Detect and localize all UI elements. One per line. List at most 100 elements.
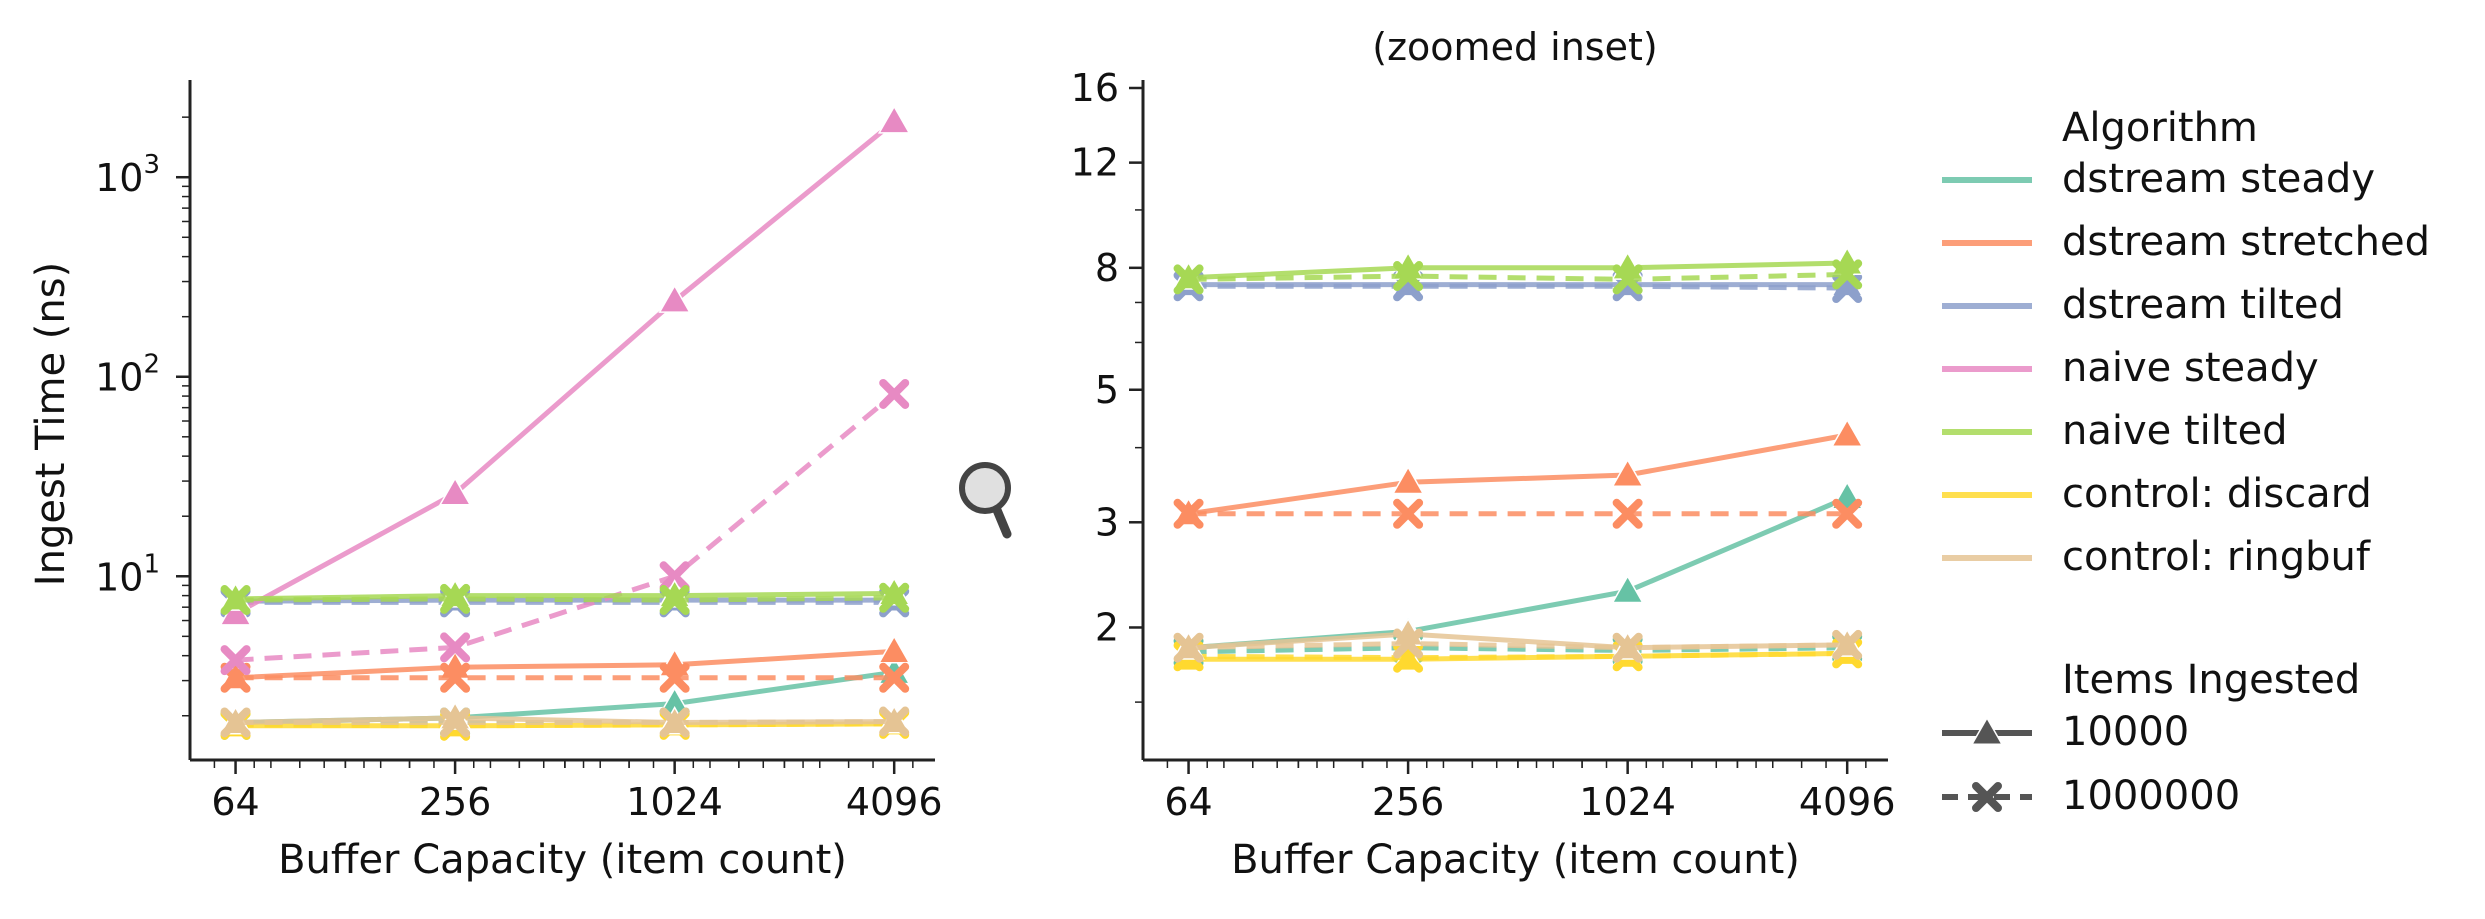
series-group — [1172, 246, 1864, 673]
x-tick-label: 256 — [1372, 780, 1445, 824]
main-chart-panel: 64 256 1024 4096 101 102 103 Buffer Capacity (i… — [28, 80, 943, 883]
series-naive-tilted-1000000-point-3 — [879, 582, 910, 613]
x-axis-label: Buffer Capacity (item count) — [1231, 837, 1800, 883]
series-naive-tilted-10000-line — [235, 591, 895, 602]
series-dstream-steady-10000-point-2 — [1611, 574, 1644, 604]
legend-label: control: ringbuf — [2062, 534, 2371, 580]
series-naive-tilted-1000000-point-3 — [1832, 259, 1863, 290]
legend-marker-item-1000000[interactable]: 1000000 — [1942, 773, 2240, 819]
y-tick-exponent: 1 — [143, 549, 160, 579]
series-dstream-stretched-1000000-point-0 — [1173, 498, 1204, 529]
x-tick-label: 1024 — [1579, 780, 1676, 824]
series-control-discard-1000000-line — [235, 721, 895, 729]
series-dstream-stretched-1000000-point-2 — [659, 662, 690, 693]
legend-item-naive-tilted[interactable]: naive tilted — [1942, 408, 2288, 454]
series-group — [219, 105, 911, 741]
series-dstream-tilted-1000000-line — [1188, 283, 1848, 291]
series-naive-tilted-1000000-point-2 — [659, 585, 690, 616]
legend-triangle-marker — [1970, 716, 2004, 745]
legend-label: dstream tilted — [2062, 282, 2344, 328]
legend-marker-label: 10000 — [2062, 709, 2189, 755]
x-tick-label: 4096 — [1799, 780, 1896, 824]
series-control-ringbuf-1000000-line — [235, 719, 895, 725]
y-tick-label: 2 — [1095, 605, 1119, 649]
series-naive-tilted-1000000-point-0 — [1173, 264, 1204, 295]
legend-marker-label: 1000000 — [2062, 773, 2240, 819]
series-naive-steady-10000-point-2 — [658, 284, 691, 313]
series-dstream-stretched-10000-point-2 — [1611, 458, 1644, 487]
y-tick-label: 12 — [1071, 141, 1119, 185]
x-tick-label: 256 — [419, 780, 492, 824]
series-dstream-stretched-10000-point-1 — [1391, 465, 1425, 495]
inset-title: (zoomed inset) — [1372, 25, 1657, 69]
series-dstream-stretched-10000-line — [1188, 432, 1848, 517]
series-control-ringbuf-1000000-point-2 — [659, 707, 690, 738]
series-naive-tilted-1000000-point-1 — [440, 583, 471, 614]
series-control-ringbuf-1000000-point-2 — [1612, 632, 1643, 663]
legend-marker-title: Items Ingested — [2062, 657, 2360, 703]
series-dstream-stretched-1000000-point-3 — [879, 662, 910, 693]
series-dstream-stretched-10000-point-3 — [1830, 418, 1864, 447]
series-naive-tilted-1000000-point-0 — [220, 585, 251, 616]
series-dstream-steady-1000000-line — [1188, 645, 1848, 655]
x-axis-label: Buffer Capacity (item count) — [278, 837, 847, 883]
legend-item-control-discard[interactable]: control: discard — [1942, 471, 2372, 517]
legend-label: dstream stretched — [2062, 219, 2430, 265]
legend-item-dstream-tilted[interactable]: dstream tilted — [1942, 282, 2344, 328]
legend-marker-item-10000[interactable]: 10000 — [1942, 709, 2189, 755]
legend-title: Algorithm — [2062, 105, 2258, 151]
series-control-ringbuf-1000000-point-1 — [440, 707, 471, 738]
series-dstream-stretched-1000000-point-1 — [1393, 498, 1424, 529]
series-control-ringbuf-1000000-point-3 — [1832, 629, 1863, 660]
y-tick-label: 16 — [1071, 66, 1119, 110]
series-dstream-stretched-10000-point-3 — [877, 634, 911, 664]
legend-label: naive steady — [2062, 345, 2319, 391]
x-tick-label: 1024 — [626, 780, 723, 824]
y-tick-label: 102 — [95, 350, 160, 400]
y-tick-label: 103 — [95, 150, 160, 200]
x-tick-label: 64 — [1164, 780, 1212, 824]
legend-item-dstream-stretched[interactable]: dstream stretched — [1942, 219, 2430, 265]
series-control-ringbuf-1000000-point-1 — [1393, 628, 1424, 659]
series-naive-tilted-10000-line — [1188, 260, 1848, 281]
x-tick-label: 4096 — [846, 780, 943, 824]
series-naive-steady-10000-point-3 — [877, 105, 911, 134]
series-dstream-stretched-1000000-point-2 — [1612, 498, 1643, 529]
legend-item-naive-steady[interactable]: naive steady — [1942, 345, 2319, 391]
legend-item-control-ringbuf[interactable]: control: ringbuf — [1942, 534, 2371, 580]
inset-chart-panel: 64 256 1024 4096 2 3 5 8 12 16 Buffer Capacity (it… — [1071, 66, 1896, 883]
y-tick-exponent: 2 — [143, 350, 160, 380]
y-tick-label: 8 — [1095, 246, 1119, 290]
y-tick-label: 3 — [1095, 500, 1119, 544]
series-naive-steady-1000000-line — [235, 391, 896, 663]
legend-x-marker — [1972, 782, 2002, 812]
legend-label: control: discard — [2062, 471, 2372, 517]
magnifier-icon[interactable] — [959, 462, 1012, 539]
legend-label: dstream steady — [2062, 156, 2375, 202]
series-naive-steady-1000000-point-3 — [879, 378, 910, 409]
series-naive-steady-1000000-point-1 — [440, 632, 471, 663]
series-control-ringbuf-1000000-point-3 — [879, 706, 910, 737]
y-tick-label: 5 — [1095, 368, 1119, 412]
series-dstream-steady-10000-line — [1188, 495, 1849, 651]
series-control-discard-1000000-line — [1188, 650, 1848, 661]
series-control-ringbuf-1000000-line — [1188, 640, 1848, 651]
series-naive-steady-10000-line — [234, 119, 896, 616]
series-control-ringbuf-1000000-point-0 — [220, 707, 251, 738]
series-naive-tilted-1000000-point-1 — [1393, 261, 1424, 292]
legend-item-dstream-steady[interactable]: dstream steady — [1942, 156, 2375, 202]
y-tick-label: 101 — [95, 549, 160, 599]
series-dstream-stretched-10000-line — [235, 648, 895, 681]
legend-label: naive tilted — [2062, 408, 2288, 454]
series-naive-steady-10000-point-1 — [438, 476, 472, 506]
series-control-ringbuf-10000-line — [1188, 631, 1848, 651]
legend: Algorithm dstream steady dstream stretche… — [1942, 105, 2430, 819]
series-naive-tilted-1000000-line — [235, 595, 895, 603]
series-naive-tilted-1000000-point-2 — [1612, 264, 1643, 295]
y-tick-exponent: 3 — [143, 150, 160, 180]
series-control-ringbuf-1000000-point-0 — [1173, 632, 1204, 663]
series-dstream-stretched-1000000-point-1 — [440, 662, 471, 693]
series-dstream-stretched-1000000-point-3 — [1832, 498, 1863, 529]
series-naive-tilted-1000000-line — [1188, 271, 1848, 282]
